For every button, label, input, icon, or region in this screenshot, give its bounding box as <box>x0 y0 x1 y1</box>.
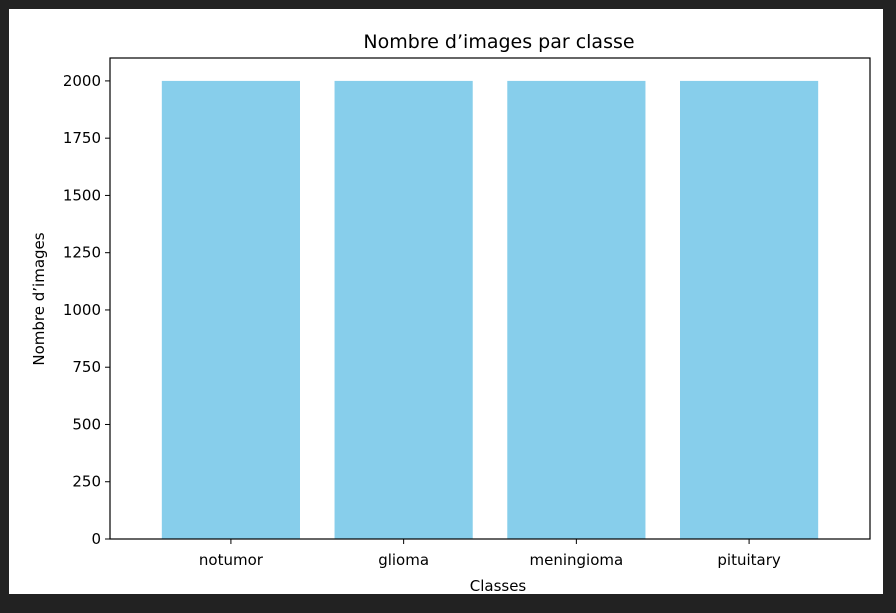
x-axis: notumor glioma meningioma pituitary <box>199 539 781 569</box>
y-tick-label: 1250 <box>63 244 101 262</box>
y-tick-label: 1750 <box>63 129 101 147</box>
x-tick-label: notumor <box>199 551 264 569</box>
y-axis: 0 250 500 750 1000 1250 1500 1750 2000 <box>63 72 110 548</box>
x-axis-title: Classes <box>470 577 527 595</box>
x-tick-label: glioma <box>378 551 429 569</box>
y-tick-label: 750 <box>72 358 101 376</box>
bar-notumor <box>161 80 300 540</box>
bar-pituitary <box>680 80 819 540</box>
y-tick-label: 250 <box>72 473 101 491</box>
y-axis-title: Nombre d’images <box>30 232 48 365</box>
plot-frame <box>109 57 871 540</box>
chart-title: Nombre d’images par classe <box>363 31 634 53</box>
bar-chart: Nombre d’images par classe 0 250 500 750 100… <box>30 31 871 595</box>
bar-glioma <box>334 80 473 540</box>
x-tick-label: meningioma <box>530 551 624 569</box>
y-tick-label: 2000 <box>63 72 101 90</box>
figure-canvas: Nombre d’images par classe 0 250 500 750 100… <box>9 9 883 595</box>
bar-meningioma <box>507 80 646 540</box>
y-tick-label: 500 <box>72 415 101 433</box>
y-tick-label: 1500 <box>63 186 101 204</box>
y-tick-label: 1000 <box>63 301 101 319</box>
y-tick-label: 0 <box>91 530 101 548</box>
bars-group <box>161 80 819 540</box>
x-tick-label: pituitary <box>717 551 780 569</box>
